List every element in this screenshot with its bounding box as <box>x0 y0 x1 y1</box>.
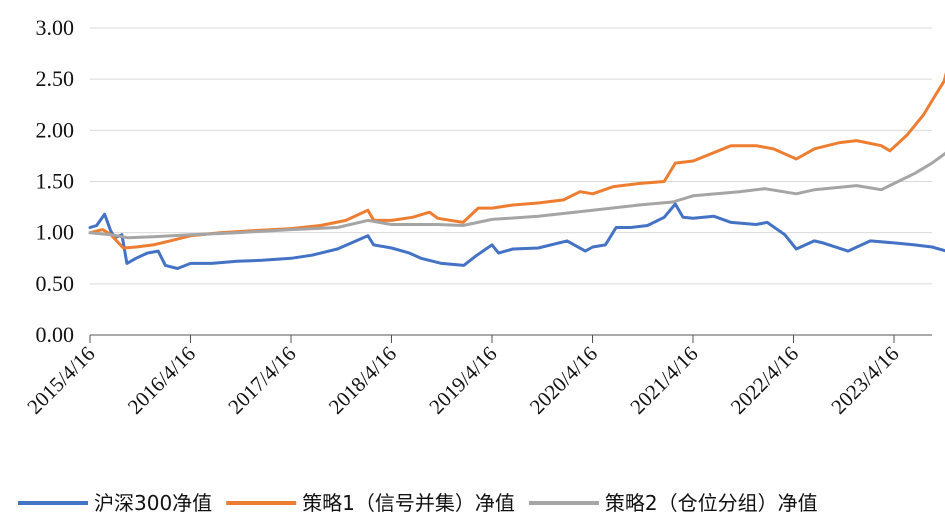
grid-lines <box>90 27 932 336</box>
x-tick-label: 2017/4/16 <box>223 342 300 419</box>
x-axis-ticks: 2015/4/16 2016/4/16 2017/4/16 2018/4/16 2019… <box>22 335 904 419</box>
legend-label-2: 策略1（信号并集）净值 <box>302 491 515 515</box>
y-tick-label: 2.50 <box>36 66 75 91</box>
x-tick-label: 2018/4/16 <box>324 342 401 419</box>
y-tick-label: 0.50 <box>36 271 75 296</box>
series-line-3 <box>88 151 945 240</box>
x-tick-label: 2019/4/16 <box>424 342 501 419</box>
y-tick-label: 3.00 <box>36 15 75 40</box>
y-tick-label: 2.00 <box>36 117 75 142</box>
series-line-1 <box>88 202 945 270</box>
x-tick-label: 2022/4/16 <box>726 342 803 419</box>
x-tick-label: 2023/4/16 <box>826 342 903 419</box>
legend-label-1: 沪深300净值 <box>94 491 212 515</box>
x-tick-label: 2015/4/16 <box>22 342 99 419</box>
series-line-2 <box>88 72 945 250</box>
y-axis-ticks: 0.00 0.50 1.00 1.50 2.00 2.50 3.00 <box>36 15 75 347</box>
series-lines <box>88 72 945 270</box>
legend: 沪深300净值 策略1（信号并集）净值 策略2（仓位分组）净值 <box>18 491 818 515</box>
y-tick-label: 0.00 <box>36 322 75 347</box>
y-tick-label: 1.50 <box>36 169 75 194</box>
legend-label-3: 策略2（仓位分组）净值 <box>605 491 818 515</box>
x-tick-label: 2016/4/16 <box>123 342 200 419</box>
x-tick-label: 2020/4/16 <box>525 342 602 419</box>
x-tick-label: 2021/4/16 <box>625 342 702 419</box>
y-tick-label: 1.00 <box>36 220 75 245</box>
